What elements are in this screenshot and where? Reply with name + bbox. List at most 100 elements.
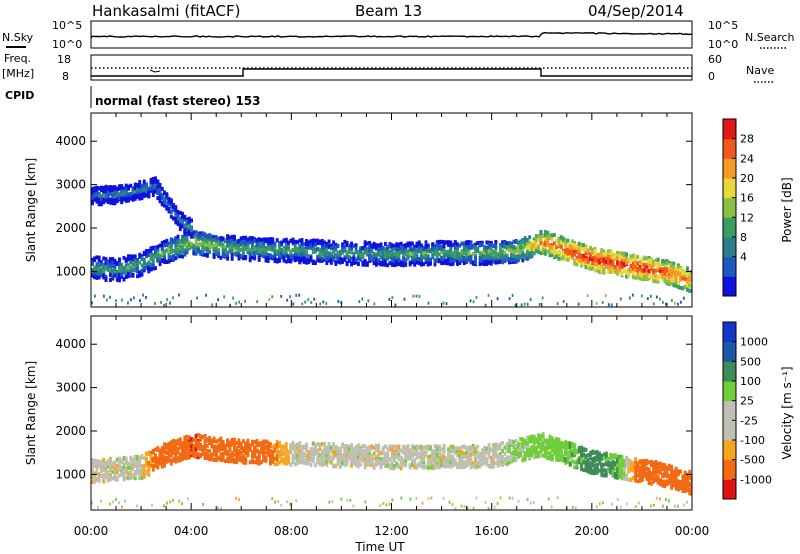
nsearch-label: N.Search — [745, 31, 795, 44]
echo-cell — [223, 238, 227, 243]
echo-cell — [447, 261, 450, 266]
echo-cell — [93, 476, 97, 481]
power-cells — [91, 176, 692, 307]
echo-cell — [242, 454, 245, 459]
echo-cell — [298, 441, 302, 446]
echo-cell — [97, 269, 101, 274]
near-range-cell — [469, 299, 472, 303]
echo-cell — [230, 456, 234, 461]
echo-cell — [571, 249, 574, 254]
echo-cell — [347, 452, 351, 457]
echo-cell — [199, 241, 203, 246]
echo-cell — [273, 462, 277, 467]
echo-cell — [298, 457, 302, 462]
echo-cell — [577, 247, 581, 252]
echo-cell — [627, 272, 631, 277]
echo-cell — [415, 260, 419, 265]
echo-cell — [435, 240, 439, 245]
echo-cell — [365, 241, 369, 246]
echo-cell — [404, 456, 408, 461]
echo-cell — [118, 473, 121, 478]
echo-cell — [404, 252, 408, 257]
echo-cell — [235, 247, 239, 252]
echo-cell — [255, 448, 259, 453]
echo-cell — [223, 444, 227, 449]
echo-cell — [280, 252, 284, 257]
echo-cell — [589, 252, 592, 257]
echo-cell — [415, 463, 419, 468]
echo-cell — [95, 262, 99, 267]
echo-cell — [183, 454, 187, 459]
near-range-cell — [427, 301, 430, 305]
echo-cell — [492, 243, 496, 248]
freq-tick-top: 18 — [57, 53, 71, 66]
echo-cell — [379, 460, 383, 465]
echo-cell — [242, 456, 245, 461]
echo-cell — [413, 465, 417, 470]
echo-cell — [208, 242, 212, 247]
echo-cell — [172, 444, 175, 449]
echo-cell — [553, 253, 556, 258]
echo-cell — [300, 445, 304, 450]
echo-cell — [235, 456, 239, 461]
echo-cell — [329, 253, 333, 258]
echo-cell — [661, 273, 665, 278]
echo-cell — [329, 257, 333, 262]
echo-cell — [582, 257, 586, 262]
echo-cell — [300, 240, 304, 245]
echo-cell — [343, 456, 347, 461]
echo-cell — [685, 266, 689, 271]
echo-cell — [239, 456, 243, 461]
echo-cell — [228, 459, 232, 464]
echo-cell — [604, 251, 608, 256]
echo-cell — [665, 259, 669, 264]
echo-cell — [242, 460, 245, 465]
echo-cell — [417, 261, 421, 266]
echo-cell — [498, 243, 502, 248]
echo-cell — [584, 265, 588, 270]
echo-cell — [269, 240, 272, 245]
echo-cell — [156, 447, 160, 452]
echo-cell — [266, 246, 270, 251]
echo-cell — [124, 467, 128, 472]
echo-cell — [91, 479, 94, 484]
echo-cell — [548, 244, 552, 249]
echo-cell — [625, 260, 628, 265]
echo-cell — [129, 272, 133, 277]
near-range-cell — [418, 294, 421, 298]
colorbar-swatch — [723, 217, 736, 238]
near-range-cell — [403, 297, 406, 301]
echo-cell — [138, 456, 142, 461]
echo-cell — [300, 258, 304, 263]
echo-cell — [460, 255, 464, 260]
echo-cell — [361, 245, 365, 250]
echo-cell — [158, 258, 162, 263]
echo-cell — [383, 458, 387, 463]
echo-cell — [345, 459, 349, 464]
echo-cell — [489, 261, 493, 266]
echo-cell — [408, 449, 412, 454]
echo-cell — [525, 250, 529, 255]
echo-cell — [408, 248, 412, 253]
echo-cell — [347, 449, 351, 454]
echo-cell — [266, 256, 270, 261]
near-range-cell — [373, 302, 376, 306]
echo-cell — [203, 238, 207, 243]
echo-cell — [230, 244, 234, 249]
echo-cell — [196, 231, 200, 236]
echo-cell — [154, 189, 157, 194]
echo-cell — [102, 200, 106, 205]
echo-cell — [183, 215, 187, 220]
echo-cell — [129, 255, 133, 260]
echo-cell — [118, 278, 121, 283]
echo-cell — [237, 252, 241, 257]
echo-cell — [690, 288, 692, 293]
echo-cell — [681, 286, 685, 291]
echo-cell — [638, 264, 642, 269]
echo-cell — [136, 267, 139, 272]
echo-cell — [325, 252, 329, 257]
echo-cell — [501, 259, 505, 264]
echo-cell — [636, 273, 640, 278]
echo-cell — [187, 218, 191, 223]
echo-cell — [300, 253, 304, 258]
